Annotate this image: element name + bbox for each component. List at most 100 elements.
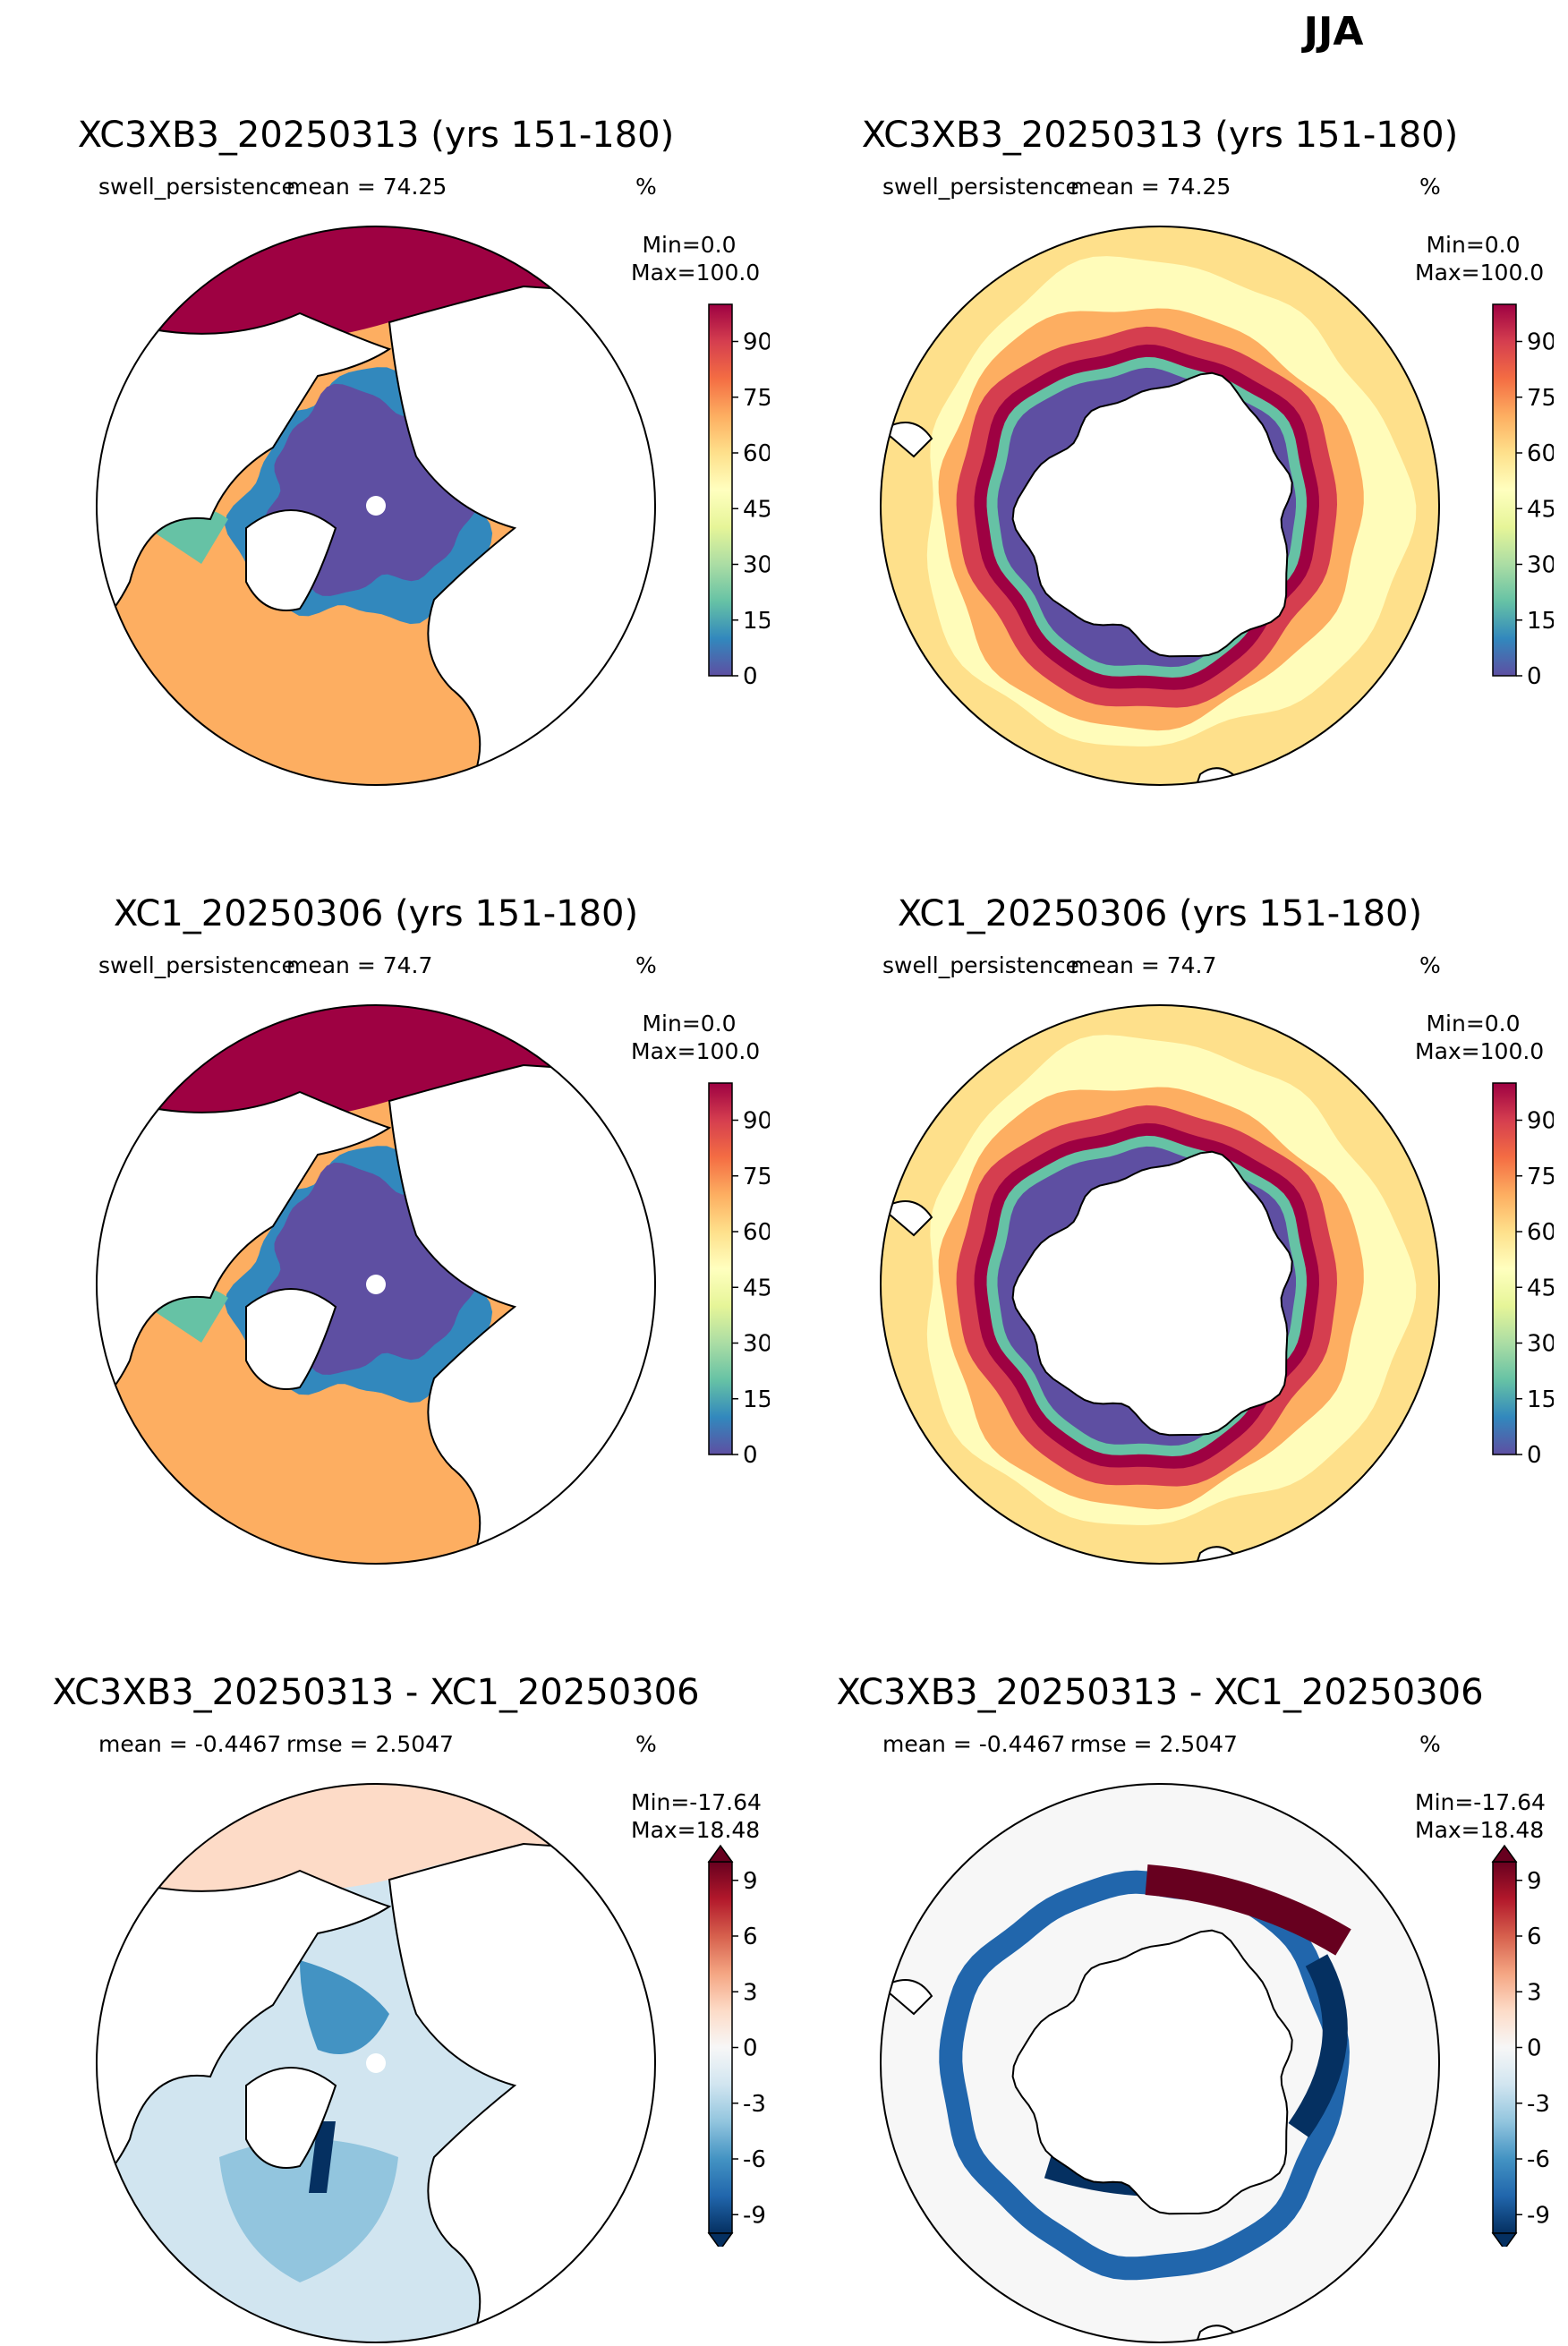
- map-panel-p1: XC3XB3_20250313 (yrs 151-180) swell_pers…: [0, 0, 784, 786]
- colorbar: 0 15 30 45 60 75 90: [708, 303, 770, 689]
- panel-units: %: [1419, 174, 1441, 200]
- colorbar-tick-label: 15: [743, 608, 770, 635]
- colorbar-tick-label: 75: [743, 385, 770, 412]
- map-panel-p4: XC1_20250306 (yrs 151-180) swell_persist…: [784, 779, 1568, 1565]
- colorbar-tick-label: 6: [743, 1924, 758, 1950]
- panel-units: %: [635, 174, 657, 200]
- colorbar-tick-label: -6: [1527, 2146, 1550, 2173]
- colorbar-extend-max: [707, 1844, 734, 1863]
- colorbar-ramp: [708, 1082, 733, 1455]
- colorbar-tick-label: 15: [743, 1386, 770, 1413]
- eurasia-landmass: [388, 1063, 655, 1564]
- map-boundary: [96, 1783, 656, 2343]
- panel-units: %: [1419, 952, 1441, 978]
- antarctica-landmass: [1011, 371, 1293, 658]
- colorbar-tick-label: 60: [743, 440, 770, 467]
- pole-hole: [366, 496, 386, 516]
- colorbar-tick-label: 45: [743, 1275, 770, 1301]
- max-label: Max=100.0: [1415, 1038, 1545, 1064]
- colorbar-tick-label: -6: [743, 2146, 766, 2173]
- colorbar-tick-label: 90: [1527, 329, 1554, 356]
- colorbar-tick-label: -9: [1527, 2202, 1550, 2229]
- north-america-landmass: [97, 1869, 392, 2186]
- colorbar: -9 -6 -3 0 3 6 9: [1491, 1844, 1550, 2247]
- colorbar-tick-label: 3: [1527, 1979, 1542, 2006]
- colorbar-tick-label: 75: [1527, 1164, 1554, 1190]
- panel-left-label: swell_persistence: [98, 952, 295, 978]
- panel-title: XC1_20250306 (yrs 151-180): [113, 893, 639, 934]
- colorbar-tick-label: 0: [743, 1442, 758, 1468]
- pole-hole: [366, 2053, 386, 2073]
- eurasia-landmass: [388, 285, 655, 785]
- panel-title: XC3XB3_20250313 (yrs 151-180): [861, 115, 1459, 156]
- colorbar-ramp: [708, 1861, 733, 2234]
- map-panel-p5: XC3XB3_20250313 - XC1_20250306 mean = -0…: [0, 1557, 784, 2343]
- panel-left-label: swell_persistence: [882, 174, 1079, 200]
- colorbar-tick-label: -3: [1527, 2091, 1550, 2118]
- panel-left-label: swell_persistence: [882, 952, 1079, 978]
- colorbar-extend-min: [707, 2232, 734, 2247]
- map-panel-p2: XC3XB3_20250313 (yrs 151-180) swell_pers…: [784, 0, 1568, 786]
- min-max-label: Min=0.0 Max=100.0: [631, 1010, 761, 1065]
- colorbar-ramp: [708, 303, 733, 677]
- panel-center-label: mean = 74.25: [1070, 174, 1231, 200]
- colorbar-tick-label: -9: [743, 2202, 766, 2229]
- panel-title: XC1_20250306 (yrs 151-180): [897, 893, 1423, 934]
- panel-center-label: rmse = 2.5047: [286, 1731, 454, 1757]
- max-label: Max=100.0: [631, 1038, 761, 1064]
- panel-units: %: [1419, 1731, 1441, 1757]
- colorbar-tick-label: 30: [743, 552, 770, 579]
- min-max-label: Min=-17.64 Max=18.48: [631, 1788, 762, 1844]
- map-boundary: [96, 1004, 656, 1565]
- colorbar-tick-label: 30: [1527, 1331, 1554, 1358]
- colorbar-tick-label: 90: [1527, 1108, 1554, 1135]
- panel-left-label: swell_persistence: [98, 174, 295, 200]
- colorbar-tick-label: 90: [743, 329, 770, 356]
- colorbar-tick-label: 90: [743, 1108, 770, 1135]
- min-label: Min=-17.64: [1415, 1789, 1546, 1815]
- colorbar-extend-min: [1491, 2232, 1518, 2247]
- colorbar-tick-label: 45: [743, 496, 770, 523]
- map-boundary: [96, 226, 656, 786]
- colorbar-tick-label: 75: [743, 1164, 770, 1190]
- colorbar: 0 15 30 45 60 75 90: [708, 1082, 770, 1468]
- polar-map: [880, 226, 1440, 786]
- colorbar-tick-label: 0: [1527, 1442, 1542, 1468]
- panel-units: %: [635, 1731, 657, 1757]
- colorbar-ramp: [1492, 1082, 1517, 1455]
- min-max-label: Min=-17.64 Max=18.48: [1415, 1788, 1546, 1844]
- map-boundary: [880, 226, 1440, 786]
- north-america-landmass: [97, 1090, 392, 1407]
- colorbar-tick-label: 0: [743, 663, 758, 689]
- panel-title: XC3XB3_20250313 - XC1_20250306: [52, 1672, 700, 1713]
- colorbar-tick-label: 60: [1527, 1219, 1554, 1246]
- colorbar-tick-label: 30: [743, 1331, 770, 1358]
- panel-left-label: mean = -0.4467: [98, 1731, 282, 1757]
- map-panel-p3: XC1_20250306 (yrs 151-180) swell_persist…: [0, 779, 784, 1565]
- min-label: Min=-17.64: [631, 1789, 762, 1815]
- colorbar-tick-label: 15: [1527, 1386, 1554, 1413]
- colorbar: 0 15 30 45 60 75 90: [1492, 1082, 1554, 1468]
- colorbar-tick-label: 60: [1527, 440, 1554, 467]
- panel-center-label: rmse = 2.5047: [1070, 1731, 1238, 1757]
- antarctica-landmass: [1011, 1929, 1293, 2215]
- colorbar-tick-label: 60: [743, 1219, 770, 1246]
- colorbar-tick-label: 9: [1527, 1868, 1542, 1895]
- colorbar-tick-label: 9: [743, 1868, 758, 1895]
- max-label: Max=18.48: [631, 1817, 761, 1843]
- min-label: Min=0.0: [1426, 232, 1521, 258]
- min-label: Min=0.0: [642, 232, 737, 258]
- min-label: Min=0.0: [642, 1011, 737, 1037]
- max-label: Max=100.0: [1415, 260, 1545, 286]
- colorbar-tick-label: 0: [743, 2035, 758, 2062]
- colorbar: -9 -6 -3 0 3 6 9: [707, 1844, 766, 2247]
- season-title: JJA: [1303, 9, 1364, 55]
- colorbar-tick-label: 30: [1527, 552, 1554, 579]
- colorbar-tick-label: -3: [743, 2091, 766, 2118]
- panel-title: XC3XB3_20250313 - XC1_20250306: [836, 1672, 1484, 1713]
- colorbar-ramp: [1492, 1861, 1517, 2234]
- polar-map: [96, 226, 656, 786]
- colorbar-tick-label: 75: [1527, 385, 1554, 412]
- panel-center-label: mean = 74.7: [286, 952, 433, 978]
- min-max-label: Min=0.0 Max=100.0: [631, 231, 760, 286]
